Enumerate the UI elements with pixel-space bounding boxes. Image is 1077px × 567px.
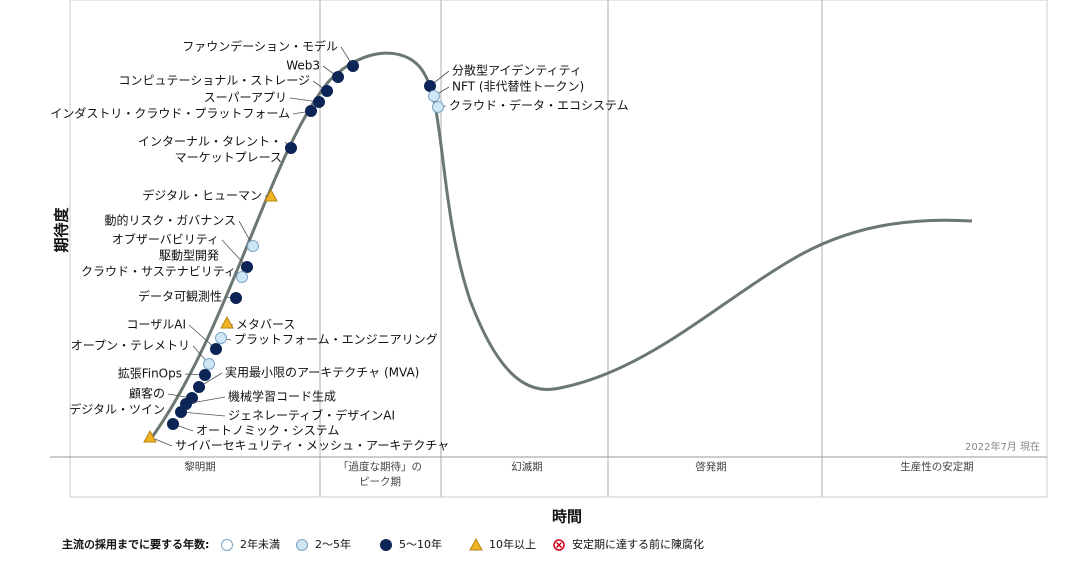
legend-marker — [296, 539, 308, 551]
legend-marker — [469, 537, 483, 551]
node-label: 動的リスク・ガバナンス — [104, 213, 236, 228]
legend-marker — [221, 539, 233, 551]
leader — [185, 396, 226, 405]
node-label: ジェネレーティブ・デザインAI — [228, 408, 395, 423]
node-label: 顧客の — [129, 386, 165, 401]
node-marker — [247, 240, 259, 252]
node-label: インターナル・タレント・ — [138, 135, 282, 149]
legend-label: 5～10年 — [399, 537, 442, 551]
phase-label: 幻滅期 — [511, 460, 543, 473]
y-axis-label: 期待度 — [53, 207, 71, 253]
node-label: 拡張FinOps — [118, 367, 182, 381]
node-marker — [199, 369, 211, 381]
node-marker — [230, 292, 242, 304]
node-marker — [143, 429, 157, 443]
node-label: クラウド・サステナビリティ — [81, 265, 236, 279]
node-label: Web3 — [286, 59, 320, 73]
phase-label: 黎明期 — [184, 460, 216, 473]
node-label: 実用最小限のアーキテクチャ (MVA) — [225, 365, 419, 380]
node-marker — [215, 332, 227, 344]
node-label: インダストリ・クラウド・プラットフォーム — [50, 106, 290, 121]
node-marker — [264, 188, 278, 202]
node-marker — [332, 71, 344, 83]
node-label: コンピュテーショナル・ストレージ — [118, 74, 310, 88]
hype-curve — [148, 51, 973, 441]
node-label: 駆動型開発 — [159, 249, 219, 263]
node-label: プラットフォーム・エンジニアリング — [234, 333, 438, 347]
node-label: 機械学習コード生成 — [228, 389, 336, 404]
node-marker — [428, 90, 440, 102]
phase-label: 啓発期 — [695, 460, 727, 473]
node-label: コーザルAI — [126, 318, 186, 332]
node-marker — [432, 101, 444, 113]
node-label: デジタル・ツイン — [69, 402, 165, 417]
legend-label: 2～5年 — [315, 537, 351, 551]
legend-marker-x — [555, 541, 563, 549]
node-marker — [193, 381, 205, 393]
node-label: 分散型アイデンティティ — [452, 63, 582, 78]
node-label: オートノミック・システム — [196, 424, 339, 438]
legend-title: 主流の採用までに要する年数: — [62, 537, 209, 551]
node-label: スーパーアプリ — [204, 91, 287, 105]
node-marker — [285, 142, 297, 154]
node-marker — [210, 343, 222, 355]
legend-label: 10年以上 — [489, 537, 536, 551]
node-marker — [305, 105, 317, 117]
leader — [188, 324, 217, 350]
node-marker — [167, 418, 179, 430]
legend-label: 安定期に達する前に陳腐化 — [572, 537, 704, 551]
leader — [221, 239, 248, 268]
node-marker — [424, 80, 436, 92]
node-label: ファウンデーション・モデル — [182, 39, 338, 54]
phase-dividers — [319, 0, 823, 497]
phase-label: 生産性の安定期 — [900, 460, 974, 473]
node-label: サイバーセキュリティ・メッシュ・アーキテクチャ — [175, 439, 449, 453]
node-label: マーケットプレース — [175, 151, 282, 165]
node-label: データ可観測性 — [138, 289, 222, 304]
node-marker — [175, 406, 187, 418]
phase-label: 「過度な期待」の — [338, 460, 422, 473]
node-marker — [203, 358, 215, 370]
node-marker — [236, 271, 248, 283]
node-label: オブザーバビリティ — [112, 232, 219, 247]
node-label: メタバース — [236, 318, 295, 332]
node-marker — [321, 85, 333, 97]
frame — [69, 0, 1048, 498]
phase-label: ピーク期 — [359, 476, 401, 488]
node-marker — [241, 261, 253, 273]
node-label: NFT (非代替性トークン) — [452, 80, 584, 94]
node-marker — [220, 315, 234, 329]
node-label: クラウド・データ・エコシステム — [449, 98, 629, 113]
node-marker — [313, 96, 325, 108]
node-marker — [347, 60, 359, 72]
node-label: デジタル・ヒューマン — [142, 188, 262, 203]
legend-label: 2年未満 — [240, 537, 280, 551]
leader — [180, 411, 226, 417]
legend-marker — [380, 539, 392, 551]
node-label: オープン・テレメトリ — [71, 339, 190, 353]
date-note: 2022年7月 現在 — [965, 440, 1040, 453]
x-axis-label: 時間 — [552, 508, 582, 526]
